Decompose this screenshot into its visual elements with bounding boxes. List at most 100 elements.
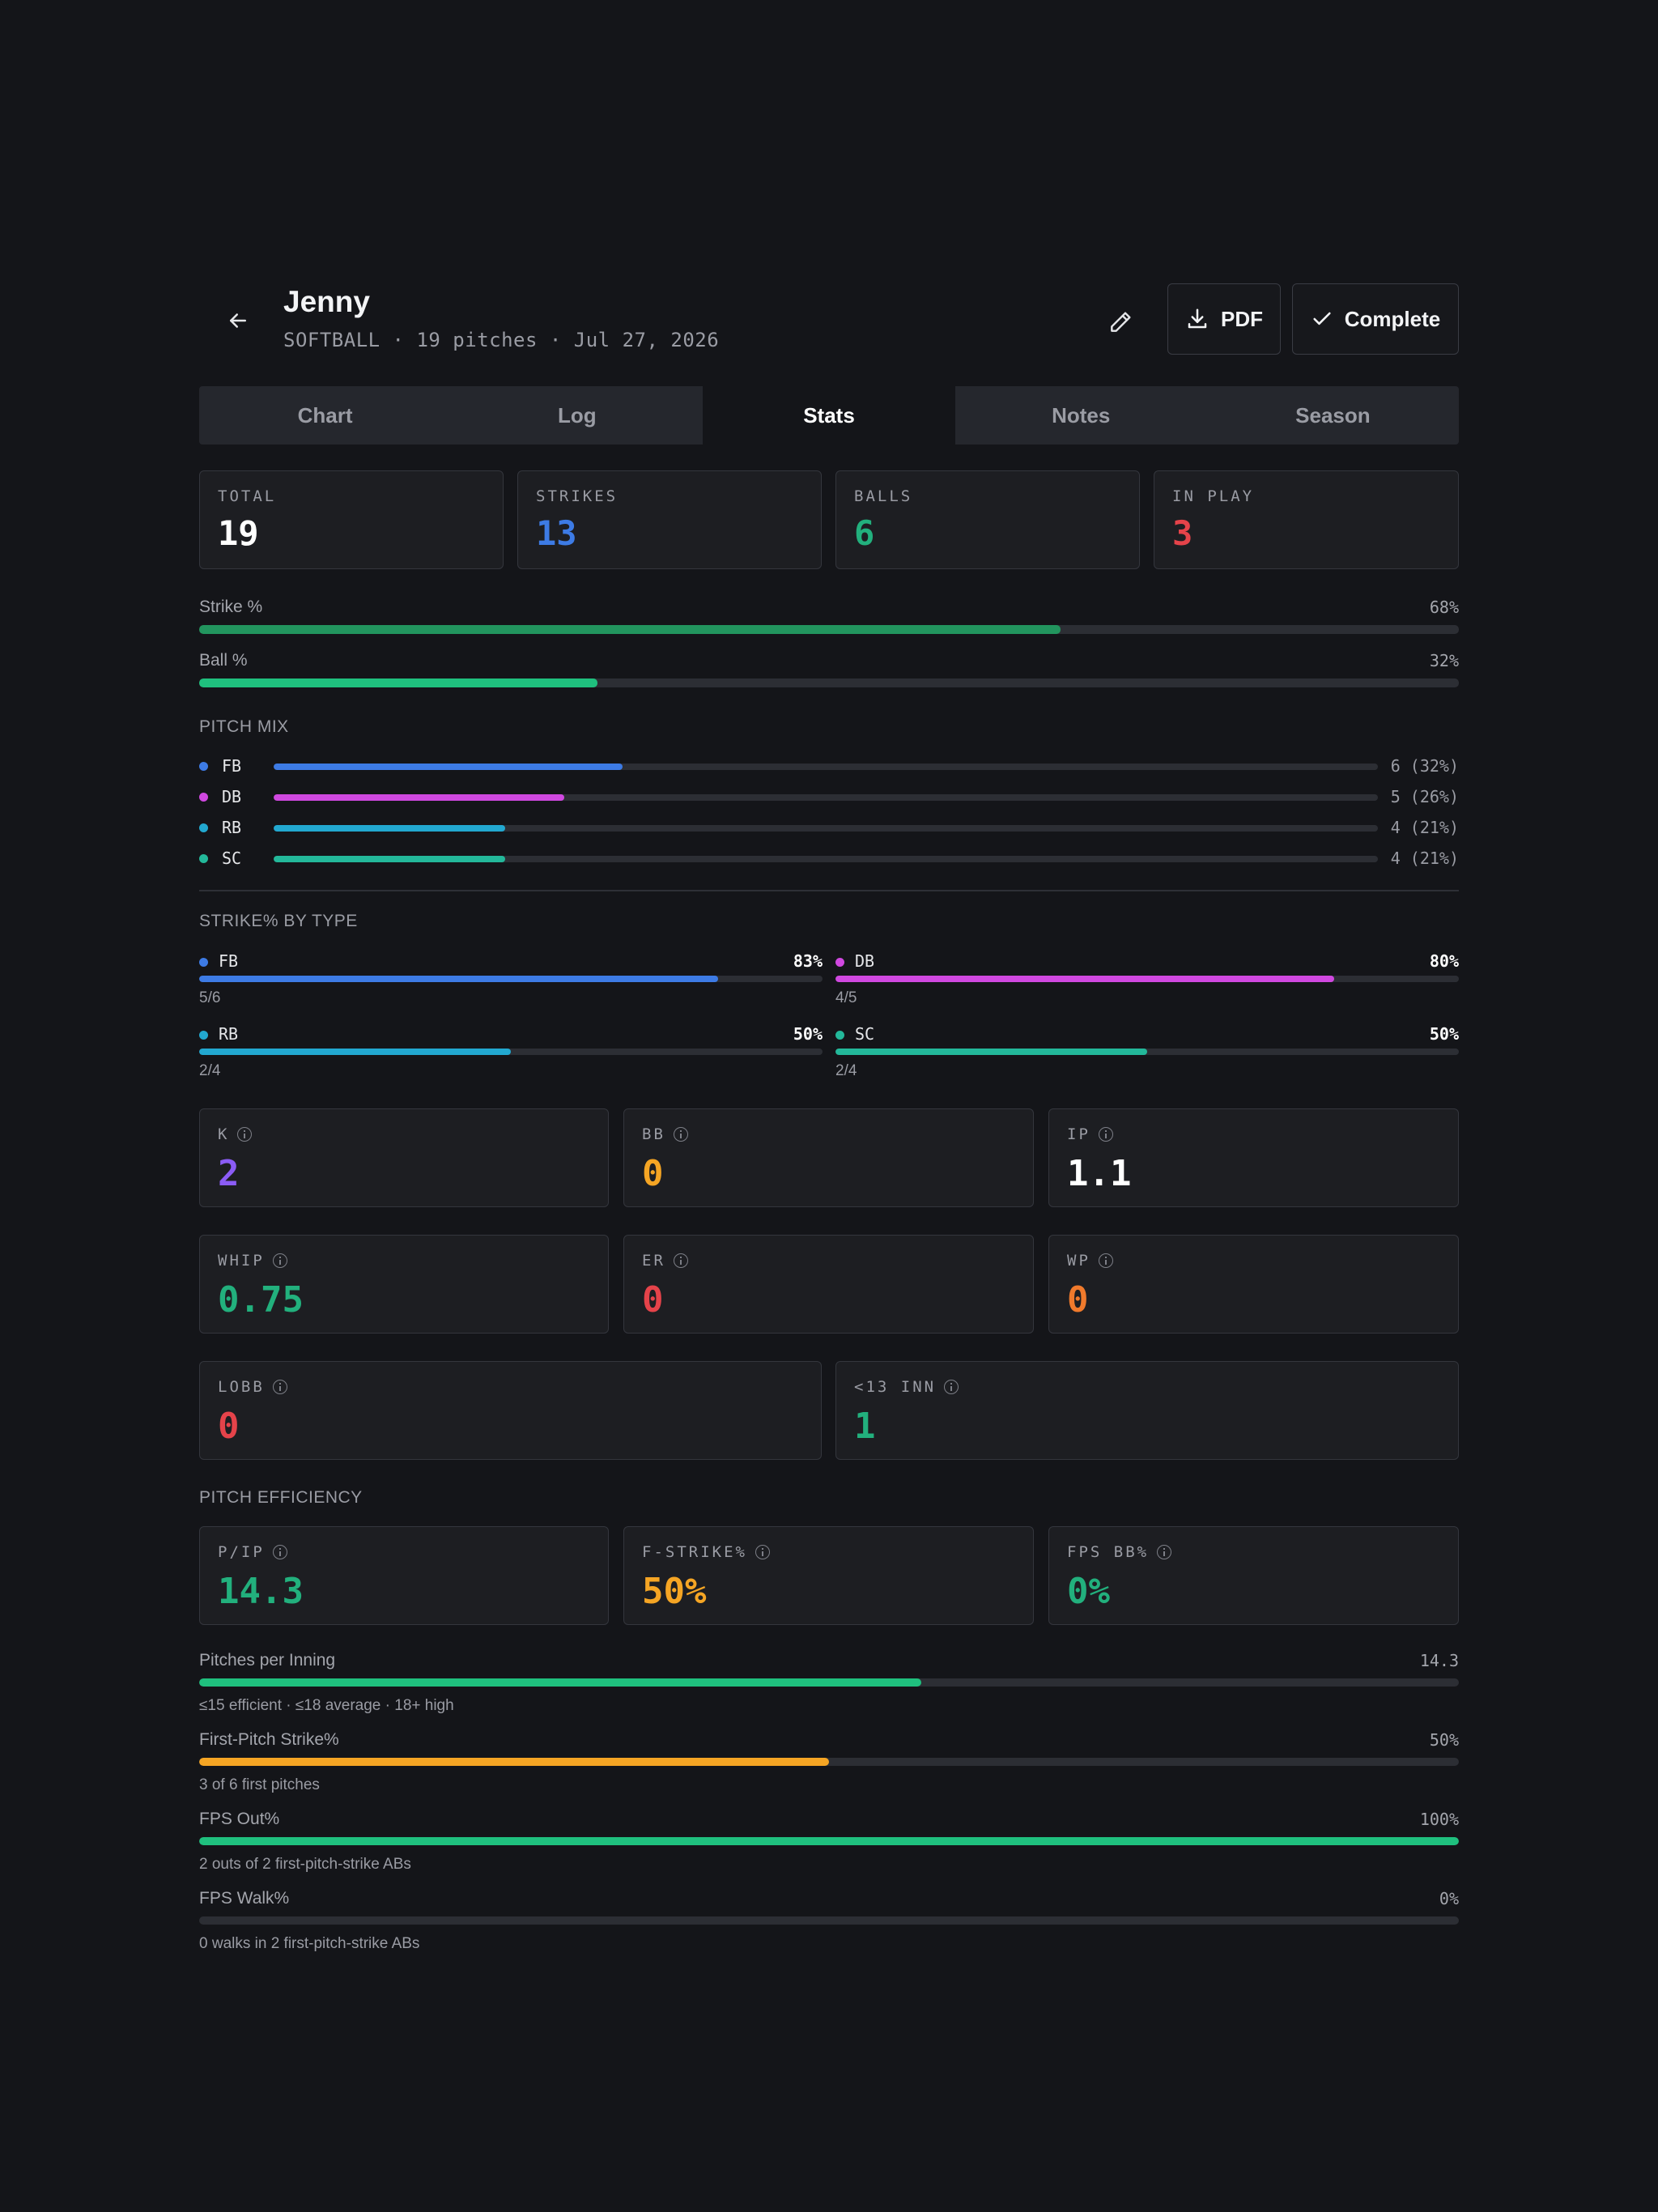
- pitch-name: FB: [222, 756, 242, 776]
- strike-pct-value: 68%: [1429, 598, 1459, 617]
- fb-dot: [199, 958, 208, 967]
- wp-value: 0: [1067, 1279, 1089, 1321]
- strike-by-type-title: STRIKE% BY TYPE: [199, 912, 358, 930]
- type-fill: [835, 976, 1334, 982]
- pitch-count: 6 (32%): [1390, 756, 1459, 776]
- page-title: Jenny: [283, 285, 370, 318]
- pdf-button[interactable]: PDF: [1167, 283, 1281, 355]
- info-icon[interactable]: [272, 1380, 287, 1394]
- wp-label: WP: [1067, 1252, 1090, 1270]
- lobb-label-row: LOBB: [218, 1378, 287, 1396]
- pitch-efficiency-title: PITCH EFFICIENCY: [199, 1488, 363, 1507]
- fps-walk-value: 0%: [1439, 1889, 1459, 1908]
- info-icon[interactable]: [944, 1380, 959, 1394]
- under-13-inn-label-row: <13 INN: [854, 1378, 959, 1396]
- tab-chart[interactable]: Chart: [297, 402, 353, 428]
- info-icon[interactable]: [673, 1127, 688, 1142]
- pitches-per-inning-fill: [199, 1678, 921, 1687]
- balls-label: BALLS: [854, 487, 913, 505]
- p-ip-label: P/IP: [218, 1543, 265, 1561]
- type-track: [199, 976, 823, 982]
- type-name: SC: [855, 1024, 875, 1044]
- tab-log[interactable]: Log: [557, 402, 597, 428]
- info-icon[interactable]: [272, 1253, 287, 1268]
- tab-stats[interactable]: Stats: [703, 386, 955, 445]
- bb-value: 0: [642, 1153, 664, 1194]
- stats-view: Jenny SOFTBALL · 19 pitches · Jul 27, 20…: [199, 282, 1459, 1952]
- balls-value: 6: [854, 513, 875, 553]
- k-value: 2: [218, 1153, 240, 1194]
- lobb-card: LOBB 0: [199, 1361, 822, 1460]
- lobb-value: 0: [218, 1406, 240, 1447]
- info-icon[interactable]: [1098, 1127, 1113, 1142]
- tab-notes[interactable]: Notes: [1052, 402, 1111, 428]
- k-label-row: K: [218, 1125, 253, 1143]
- strike-pct-track: [199, 625, 1459, 634]
- edit-button[interactable]: [1099, 301, 1141, 343]
- info-icon[interactable]: [755, 1545, 770, 1559]
- strike-type-sc: SC 50% 2/4: [835, 1023, 1459, 1080]
- info-icon[interactable]: [237, 1127, 253, 1142]
- pitch-name: RB: [222, 818, 242, 837]
- pitch-name: SC: [222, 849, 242, 868]
- pitch-mix-track: [274, 856, 1378, 862]
- tab-season[interactable]: Season: [1295, 402, 1371, 428]
- type-track: [835, 1049, 1459, 1055]
- ball-pct-label: Ball %: [199, 651, 248, 670]
- type-track: [835, 976, 1459, 982]
- type-name: FB: [219, 951, 239, 971]
- info-icon[interactable]: [1098, 1253, 1113, 1268]
- info-icon[interactable]: [1157, 1545, 1172, 1559]
- download-icon: [1188, 308, 1207, 329]
- pitches-per-inning-track: [199, 1678, 1459, 1687]
- p-ip-value: 14.3: [218, 1571, 304, 1612]
- back-button[interactable]: [220, 303, 256, 338]
- type-pct: 83%: [793, 951, 823, 971]
- strike-pct-row: Strike % 68%: [199, 598, 1459, 635]
- type-track: [199, 1049, 823, 1055]
- pitch-mix-track: [274, 764, 1378, 770]
- strike-type-fb: FB 83% 5/6: [199, 951, 823, 1007]
- pitch-mix-fill: [274, 825, 506, 832]
- wp-card: WP 0: [1048, 1235, 1459, 1334]
- f-strike-label: F-STRIKE%: [642, 1543, 747, 1561]
- type-fill: [835, 1049, 1147, 1055]
- type-fill: [199, 1049, 511, 1055]
- in-play-card: IN PLAY 3: [1154, 470, 1459, 569]
- pitch-mix-row: DB 5 (26%): [199, 785, 1459, 808]
- strike-type-rb: RB 50% 2/4: [199, 1023, 823, 1080]
- complete-button[interactable]: Complete: [1292, 283, 1459, 355]
- fps-bb-card: FPS BB% 0%: [1048, 1526, 1459, 1625]
- ip-card: IP 1.1: [1048, 1108, 1459, 1207]
- f-strike-value: 50%: [642, 1571, 707, 1612]
- pitch-count: 5 (26%): [1390, 787, 1459, 806]
- first-pitch-strike-track: [199, 1758, 1459, 1766]
- under-13-inn-value: 1: [854, 1406, 876, 1447]
- er-card: ER 0: [623, 1235, 1034, 1334]
- section-divider: [199, 890, 1459, 891]
- pitch-mix-track: [274, 794, 1378, 801]
- under-13-inn-card: <13 INN 1: [835, 1361, 1459, 1460]
- fps-walk-track: [199, 1916, 1459, 1925]
- fps-bb-label-row: FPS BB%: [1067, 1543, 1172, 1561]
- info-icon[interactable]: [272, 1545, 287, 1559]
- strikes-label: STRIKES: [536, 487, 619, 505]
- in-play-label: IN PLAY: [1172, 487, 1255, 505]
- info-icon[interactable]: [673, 1253, 688, 1268]
- fps-out-fill: [199, 1837, 1459, 1845]
- sc-dot: [199, 854, 208, 863]
- under-13-inn-label: <13 INN: [854, 1378, 937, 1396]
- lobb-label: LOBB: [218, 1378, 265, 1396]
- in-play-value: 3: [1172, 513, 1193, 553]
- k-label: K: [218, 1125, 230, 1143]
- p-ip-card: P/IP 14.3: [199, 1526, 609, 1625]
- rb-dot: [199, 1031, 208, 1040]
- ip-label-row: IP: [1067, 1125, 1113, 1143]
- fps-out-row: FPS Out% 100% 2 outs of 2 first-pitch-st…: [199, 1810, 1459, 1879]
- ball-pct-row: Ball % 32%: [199, 651, 1459, 688]
- total-card: TOTAL 19: [199, 470, 504, 569]
- pitch-mix-row: SC 4 (21%): [199, 847, 1459, 870]
- type-fraction: 4/5: [835, 989, 857, 1006]
- whip-card: WHIP 0.75: [199, 1235, 609, 1334]
- f-strike-card: F-STRIKE% 50%: [623, 1526, 1034, 1625]
